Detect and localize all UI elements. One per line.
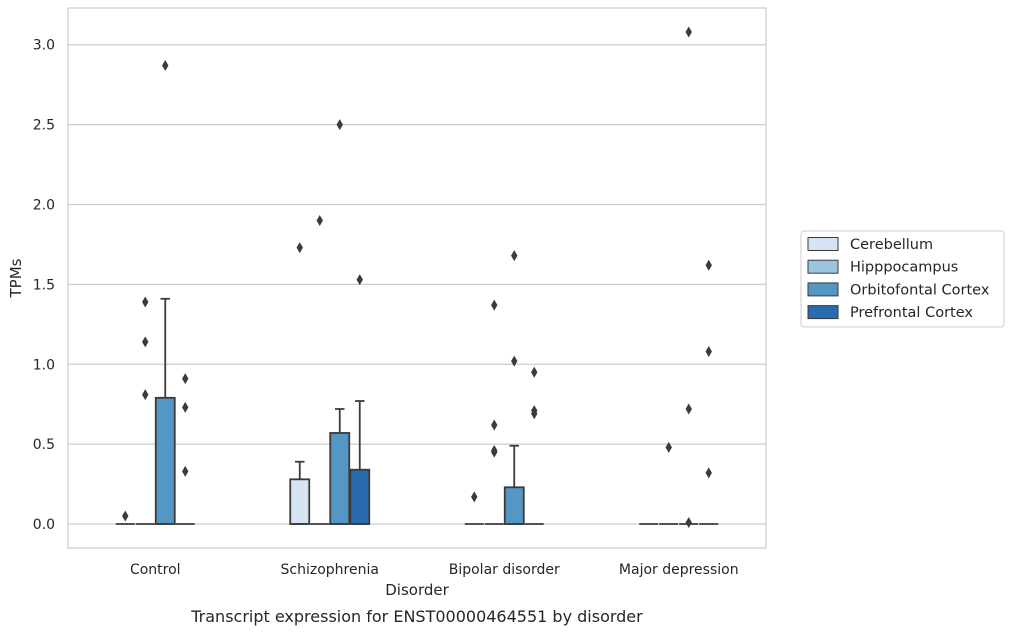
outlier-point [705, 345, 712, 357]
outlier-point [511, 355, 518, 367]
x-tick-label: Bipolar disorder [449, 562, 560, 578]
outlier-point [356, 274, 363, 286]
outlier-point [531, 408, 538, 420]
box-3-category-1 [154, 297, 176, 525]
outlier-point [491, 419, 498, 431]
legend-label: Cerebellum [850, 237, 933, 253]
x-tick-label: Major depression [619, 562, 739, 578]
outlier-point [705, 467, 712, 479]
box-body [154, 396, 176, 525]
outlier-point [685, 516, 692, 528]
outlier-point [122, 510, 129, 522]
outlier-point [491, 446, 498, 458]
box-3-category-3 [503, 444, 525, 525]
legend-swatch [807, 259, 839, 274]
outlier-point [685, 403, 692, 415]
outlier-point [665, 441, 672, 453]
y-axis-label: TPMs [7, 258, 25, 298]
box-3-category-2 [329, 408, 351, 525]
boxes-layer [115, 297, 719, 525]
x-axis-label: Disorder [385, 581, 449, 599]
legend-swatch [807, 282, 839, 297]
legend: Cerebellum Hipppocampus Orbitofontal Corte… [800, 230, 1005, 328]
outlier-point [471, 491, 478, 503]
legend-label: Prefrontal Cortex [850, 305, 973, 321]
fliers-layer [122, 26, 712, 528]
y-tick-label: 1.0 [33, 357, 55, 373]
plot-background [68, 8, 766, 548]
plot-frame [67, 7, 767, 549]
y-tick-label: 0.0 [33, 517, 55, 533]
legend-label: Orbitofontal Cortex [850, 282, 990, 298]
y-tick-label: 3.0 [33, 38, 55, 54]
y-tick-label: 2.5 [33, 118, 55, 134]
chart-caption: Transcript expression for ENST0000046455… [190, 607, 643, 626]
outlier-point [142, 389, 149, 401]
box-body [503, 486, 525, 525]
outlier-point [162, 60, 169, 72]
outlier-point [491, 299, 498, 311]
outlier-point [182, 373, 189, 385]
box-4-category-2 [349, 400, 371, 525]
outlier-point [685, 26, 692, 38]
outlier-point [531, 366, 538, 378]
outlier-point [511, 250, 518, 262]
legend-label: Hipppocampus [850, 260, 958, 276]
outlier-point [316, 214, 323, 226]
y-tick-label: 0.5 [33, 437, 55, 453]
outlier-point [142, 296, 149, 308]
box-body [349, 468, 371, 525]
y-tick-label: 1.5 [33, 277, 55, 293]
legend-swatch [807, 237, 839, 251]
x-tick-label: Control [130, 562, 181, 578]
outlier-point [705, 259, 712, 271]
legend-swatch [807, 305, 839, 320]
y-tick-labels: 0.0 0.5 1.0 1.5 2.0 2.5 3.0 [33, 38, 55, 533]
outlier-point [182, 465, 189, 477]
outlier-point [296, 242, 303, 254]
box-body [289, 478, 311, 525]
box-1-category-2 [289, 460, 311, 525]
outlier-point [142, 336, 149, 348]
x-tick-label: Schizophrenia [281, 562, 379, 578]
box-body [329, 432, 351, 525]
outlier-point [336, 119, 343, 131]
legend-frame [800, 230, 1005, 328]
x-tick-labels: Control Schizophrenia Bipolar disorder Majo… [130, 562, 739, 578]
outlier-point [182, 401, 189, 413]
y-tick-label: 2.0 [33, 198, 55, 214]
